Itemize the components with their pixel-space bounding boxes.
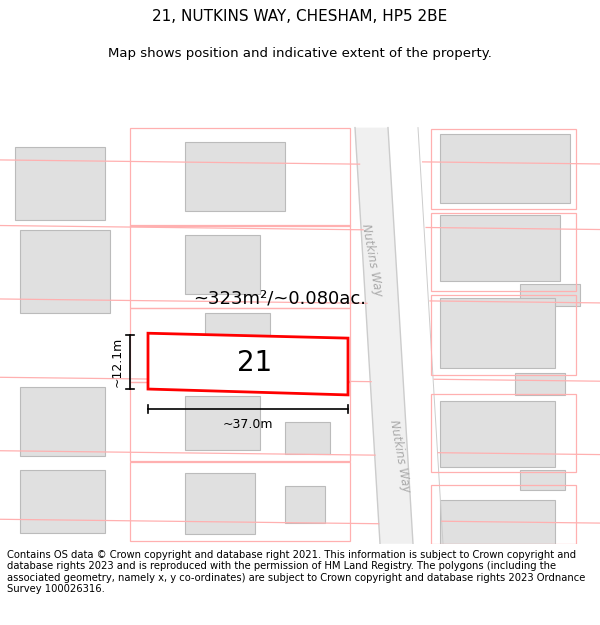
Bar <box>130 127 350 226</box>
Bar <box>520 470 565 490</box>
Polygon shape <box>355 127 413 544</box>
Bar <box>20 230 110 313</box>
Text: Nutkins Way: Nutkins Way <box>387 418 413 493</box>
Bar <box>19 470 104 534</box>
Text: Contains OS data © Crown copyright and database right 2021. This information is : Contains OS data © Crown copyright and d… <box>7 549 586 594</box>
Bar <box>15 147 105 220</box>
Bar <box>130 382 350 461</box>
Bar <box>431 295 575 376</box>
Bar <box>440 215 560 281</box>
Text: ~323m²/~0.080ac.: ~323m²/~0.080ac. <box>193 290 366 308</box>
Bar <box>439 298 554 369</box>
Bar <box>440 134 570 203</box>
Text: Nutkins Way: Nutkins Way <box>359 222 385 297</box>
Text: Map shows position and indicative extent of the property.: Map shows position and indicative extent… <box>108 47 492 59</box>
Bar <box>515 373 565 395</box>
Bar <box>205 313 269 367</box>
Bar <box>439 500 554 544</box>
Bar <box>185 142 285 211</box>
Bar <box>19 387 104 456</box>
Bar <box>431 394 575 472</box>
Bar <box>285 486 325 523</box>
Text: ~12.1m: ~12.1m <box>111 337 124 388</box>
Bar <box>431 213 575 291</box>
Text: 21: 21 <box>238 349 272 377</box>
Bar <box>520 284 580 306</box>
Bar <box>431 485 575 544</box>
Bar <box>431 129 575 209</box>
Text: 21, NUTKINS WAY, CHESHAM, HP5 2BE: 21, NUTKINS WAY, CHESHAM, HP5 2BE <box>152 9 448 24</box>
Polygon shape <box>148 333 348 395</box>
Bar <box>130 462 350 541</box>
Bar <box>185 235 260 294</box>
Bar <box>130 308 350 382</box>
Bar <box>185 396 260 450</box>
Bar <box>185 473 255 534</box>
Bar <box>284 422 329 454</box>
Bar <box>439 401 554 468</box>
Text: ~37.0m: ~37.0m <box>223 418 273 431</box>
Bar <box>130 225 350 308</box>
